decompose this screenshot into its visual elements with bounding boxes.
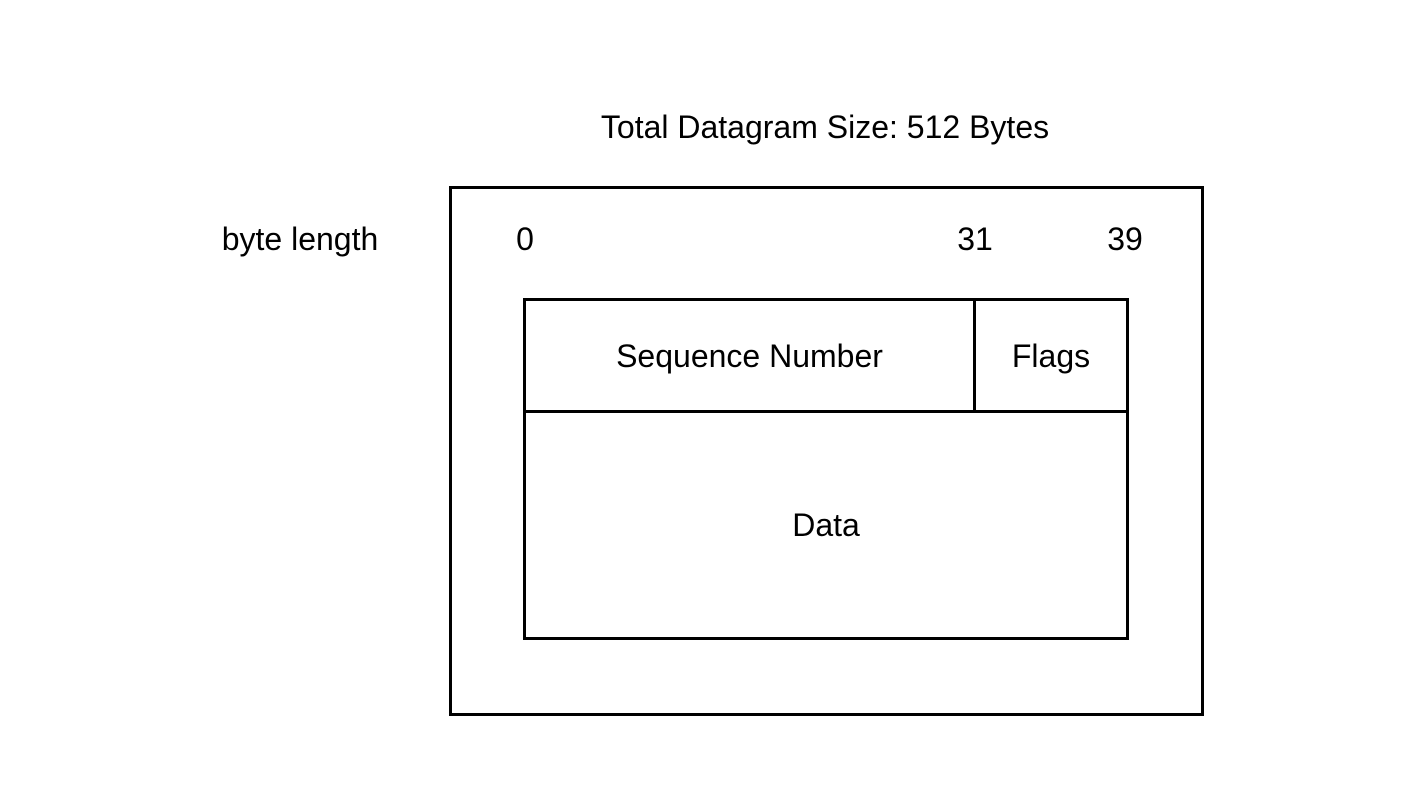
sequence-number-label: Sequence Number — [616, 337, 883, 374]
flags-field: Flags — [976, 301, 1126, 413]
byte-length-label: byte length — [221, 221, 379, 257]
data-field: Data — [526, 413, 1126, 637]
sequence-number-field: Sequence Number — [526, 301, 976, 413]
data-label: Data — [792, 507, 860, 543]
diagram-title: Total Datagram Size: 512 Bytes — [600, 109, 1050, 145]
byte-offset-tick: 0 — [516, 221, 534, 257]
flags-label: Flags — [1011, 337, 1091, 374]
packet-layout: Sequence Number Flags Data — [523, 298, 1129, 640]
byte-offset-tick: 39 — [1107, 221, 1143, 257]
datagram-outer-frame — [449, 186, 1204, 716]
byte-offset-tick: 31 — [957, 221, 993, 257]
